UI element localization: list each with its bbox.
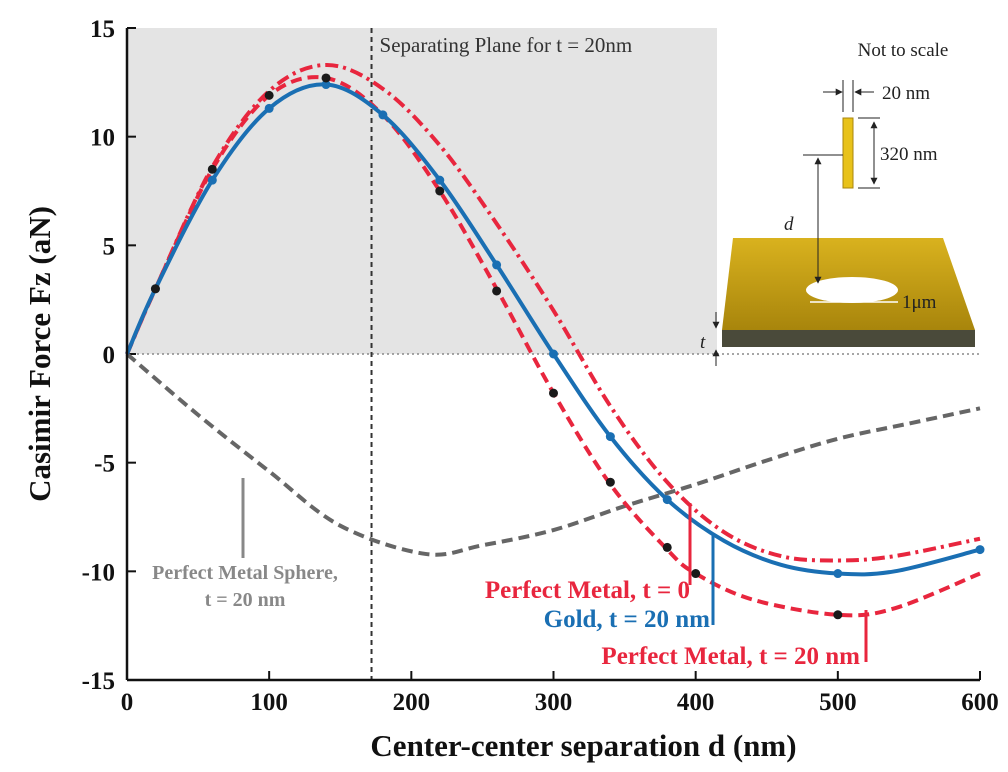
- legend-label: Perfect Metal, t = 0: [485, 577, 690, 604]
- legend-label: Perfect Metal, t = 20 nm: [601, 643, 860, 670]
- y-tick-label: 10: [90, 125, 115, 152]
- inset-t: t: [700, 332, 706, 353]
- x-tick-label: 500: [819, 689, 857, 716]
- data-point: [549, 388, 558, 398]
- data-point: [492, 286, 502, 296]
- hole: [806, 277, 898, 303]
- data-point: [975, 545, 985, 555]
- y-tick-label: -5: [94, 451, 115, 478]
- y-tick-label: 5: [103, 233, 116, 260]
- data-point: [321, 80, 331, 90]
- data-point: [549, 349, 558, 359]
- legend-label: Perfect Metal Sphere, t = 20 nm: [152, 562, 338, 611]
- y-axis-label: Casimir Force Fz (aN): [22, 206, 57, 502]
- plane-label: Separating Plane for t = 20nm: [380, 33, 633, 57]
- data-point: [833, 569, 843, 579]
- x-tick-label: 100: [250, 689, 288, 716]
- inset-height: 320 nm: [880, 144, 938, 165]
- data-point: [264, 103, 274, 113]
- x-axis-label: Center-center separation d (nm): [370, 728, 796, 763]
- y-tick-label: -10: [82, 559, 115, 586]
- series-line: [125, 75, 981, 618]
- inset-width: 20 nm: [882, 83, 930, 104]
- inset-diagram: Not to scale 20 nm 320 nm d 1μm t: [700, 40, 975, 366]
- data-point: [435, 175, 445, 185]
- legend-label: Gold, t = 20 nm: [544, 606, 711, 633]
- x-tick-label: 300: [535, 689, 573, 716]
- x-tick-label: 0: [121, 689, 134, 716]
- shaded-region: [127, 28, 717, 354]
- series-line: [125, 82, 981, 577]
- x-tick-label: 200: [393, 689, 431, 716]
- inset-hole: 1μm: [902, 292, 937, 313]
- legend-box: Perfect Metal Sphere, t = 20 nm: [152, 562, 338, 611]
- plate-side: [722, 330, 975, 347]
- data-point: [207, 164, 217, 174]
- x-tick-label: 400: [677, 689, 715, 716]
- data-point: [605, 477, 615, 487]
- data-point: [662, 542, 672, 552]
- data-point: [605, 432, 615, 442]
- data-point: [662, 495, 672, 505]
- data-point: [492, 260, 502, 270]
- data-point: [691, 569, 701, 579]
- x-tick-label: 600: [961, 689, 999, 716]
- series-line: [125, 62, 981, 563]
- y-tick-label: 15: [90, 16, 115, 43]
- data-point: [150, 284, 160, 294]
- y-tick-label: 0: [103, 342, 116, 369]
- series-line: [125, 352, 981, 557]
- data-point: [435, 186, 445, 196]
- inset-d: d: [784, 214, 794, 235]
- particle: [842, 117, 854, 189]
- inset-note: Not to scale: [858, 40, 949, 61]
- data-point: [321, 73, 331, 83]
- data-point: [833, 610, 843, 620]
- y-tick-label: -15: [82, 668, 115, 695]
- data-point: [378, 110, 388, 120]
- data-point: [264, 90, 274, 100]
- data-point: [207, 175, 217, 185]
